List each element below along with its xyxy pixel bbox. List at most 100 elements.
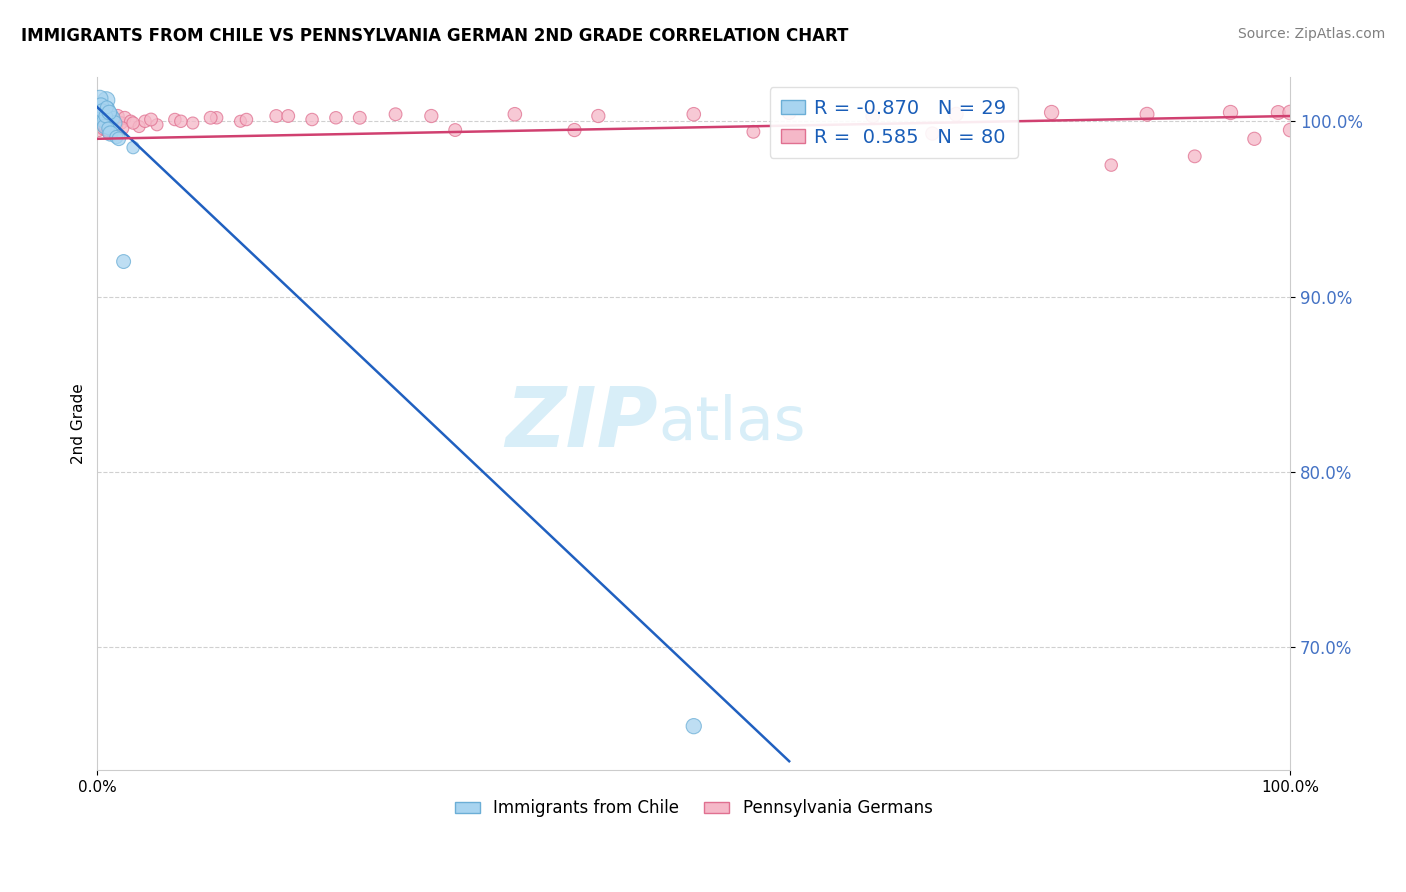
- Point: [110, 116, 132, 130]
- Point: [94, 111, 117, 125]
- Point: [103, 112, 125, 127]
- Point: [90, 116, 112, 130]
- Point: [205, 111, 228, 125]
- Point: [112, 254, 135, 268]
- Point: [94, 120, 117, 134]
- Point: [93, 120, 115, 134]
- Point: [1279, 105, 1302, 120]
- Point: [97, 123, 120, 137]
- Point: [921, 127, 943, 141]
- Point: [98, 114, 121, 128]
- Point: [588, 109, 610, 123]
- Point: [98, 118, 121, 132]
- Point: [107, 109, 129, 123]
- Point: [90, 112, 112, 127]
- Point: [94, 109, 117, 123]
- Point: [93, 112, 115, 127]
- Point: [1279, 123, 1302, 137]
- Point: [114, 111, 136, 125]
- Point: [229, 114, 252, 128]
- Point: [103, 112, 125, 127]
- Legend: Immigrants from Chile, Pennsylvania Germans: Immigrants from Chile, Pennsylvania Germ…: [449, 793, 939, 824]
- Point: [105, 118, 128, 132]
- Point: [91, 103, 114, 118]
- Point: [100, 107, 122, 121]
- Point: [101, 118, 124, 132]
- Point: [87, 123, 110, 137]
- Point: [420, 109, 443, 123]
- Point: [277, 109, 299, 123]
- Point: [91, 109, 114, 123]
- Point: [111, 121, 134, 136]
- Point: [91, 118, 114, 132]
- Point: [91, 121, 114, 136]
- Point: [200, 111, 222, 125]
- Point: [97, 121, 120, 136]
- Point: [301, 112, 323, 127]
- Point: [100, 109, 122, 123]
- Point: [1040, 105, 1063, 120]
- Point: [104, 118, 127, 132]
- Point: [163, 112, 186, 127]
- Point: [89, 105, 111, 120]
- Point: [122, 140, 145, 154]
- Point: [90, 118, 112, 132]
- Point: [128, 120, 150, 134]
- Point: [90, 96, 112, 111]
- Text: atlas: atlas: [658, 394, 806, 453]
- Point: [682, 719, 704, 733]
- Point: [100, 111, 122, 125]
- Point: [108, 132, 131, 146]
- Text: IMMIGRANTS FROM CHILE VS PENNSYLVANIA GERMAN 2ND GRADE CORRELATION CHART: IMMIGRANTS FROM CHILE VS PENNSYLVANIA GE…: [21, 27, 848, 45]
- Point: [96, 109, 118, 123]
- Point: [93, 120, 115, 134]
- Point: [97, 112, 120, 127]
- Point: [134, 114, 156, 128]
- Point: [181, 116, 204, 130]
- Point: [89, 105, 111, 120]
- Point: [100, 127, 122, 141]
- Point: [91, 109, 114, 123]
- Point: [139, 112, 162, 127]
- Point: [96, 100, 118, 114]
- Point: [101, 123, 124, 137]
- Point: [146, 118, 169, 132]
- Point: [264, 109, 287, 123]
- Point: [945, 107, 967, 121]
- Y-axis label: 2nd Grade: 2nd Grade: [72, 384, 86, 464]
- Point: [349, 111, 371, 125]
- Point: [97, 125, 120, 139]
- Point: [1136, 107, 1159, 121]
- Point: [89, 112, 111, 127]
- Point: [1184, 149, 1206, 163]
- Point: [96, 116, 118, 130]
- Point: [89, 111, 111, 125]
- Point: [1219, 105, 1241, 120]
- Point: [97, 114, 120, 128]
- Point: [89, 109, 111, 123]
- Point: [103, 111, 125, 125]
- Point: [503, 107, 526, 121]
- Point: [120, 114, 142, 128]
- Point: [1267, 105, 1289, 120]
- Point: [100, 127, 122, 141]
- Text: ZIP: ZIP: [505, 384, 658, 464]
- Point: [98, 105, 121, 120]
- Point: [94, 114, 117, 128]
- Point: [93, 103, 115, 118]
- Point: [96, 93, 118, 107]
- Point: [444, 123, 467, 137]
- Point: [862, 109, 884, 123]
- Text: Source: ZipAtlas.com: Source: ZipAtlas.com: [1237, 27, 1385, 41]
- Point: [89, 91, 111, 105]
- Point: [1243, 132, 1265, 146]
- Point: [778, 105, 800, 120]
- Point: [235, 112, 257, 127]
- Point: [96, 107, 118, 121]
- Point: [105, 130, 128, 145]
- Point: [564, 123, 586, 137]
- Point: [682, 107, 704, 121]
- Point: [170, 114, 193, 128]
- Point: [98, 121, 121, 136]
- Point: [90, 118, 112, 132]
